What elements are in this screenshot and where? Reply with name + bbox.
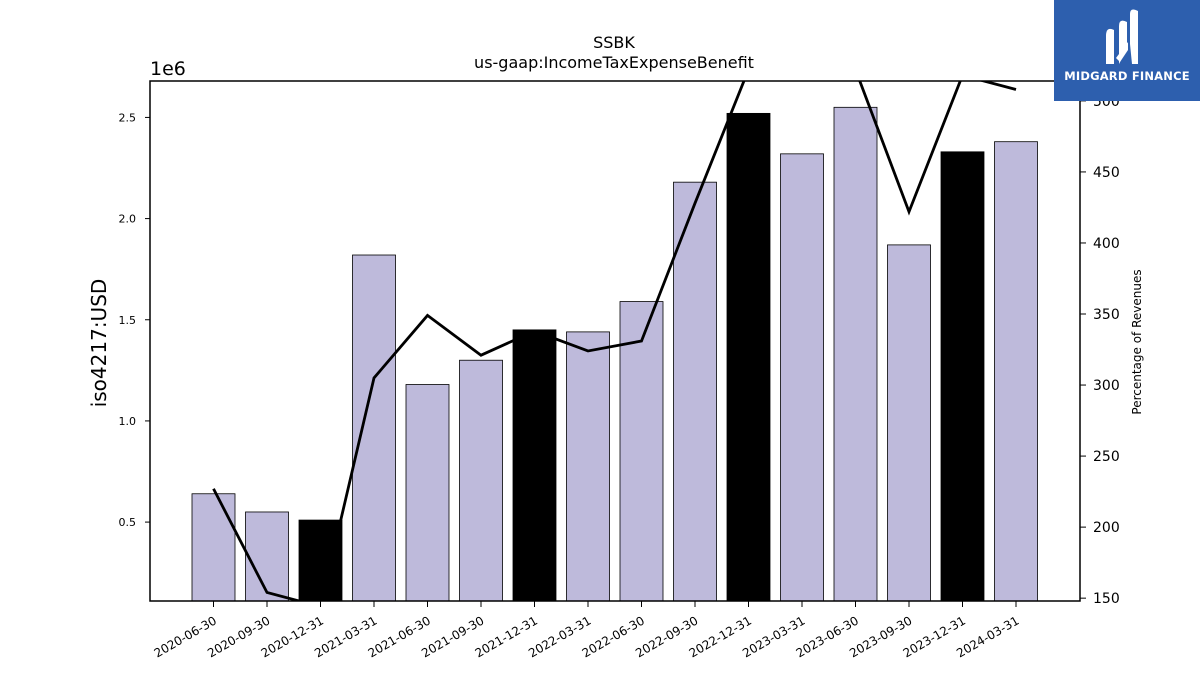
bar-2022-09-30 [673,181,717,601]
y-tick-label: 1.5 [119,314,137,327]
bar-2021-12-31 [512,329,557,601]
bar-2022-03-31 [566,331,610,601]
y-axis-label: iso4217:USD [87,279,111,408]
y2-tick-label: 300 [1093,378,1120,394]
bar-2021-03-31 [352,254,396,601]
y2-tick-label: 400 [1093,236,1120,252]
bar-2022-12-31 [726,112,771,601]
y-offset-label: 1e6 [150,58,186,80]
y-tick-label: 1.0 [119,415,137,428]
y2-tick-label: 200 [1093,520,1120,536]
bar-2021-09-30 [459,359,503,601]
bar-2023-12-31 [940,151,985,601]
bar-2022-06-30 [619,301,664,601]
y-tick-label: 0.5 [119,516,137,529]
y2-axis-label: Percentage of Revenues [1130,269,1144,414]
plot-frame [149,80,1081,602]
y-tick-label: 2.5 [119,111,137,124]
percentage-line [212,81,1017,601]
midgard-finance-logo: MIDGARD FINANCE [1054,0,1200,101]
chart-subtitle: us-gaap:IncomeTaxExpenseBenefit [474,53,754,72]
bar-2020-09-30 [245,511,289,601]
x-axis: 2020-06-302020-09-302020-12-312021-03-31… [152,601,1022,660]
bar-2020-06-30 [191,493,236,601]
bar-2021-06-30 [405,384,450,601]
logo-text: MIDGARD FINANCE [1064,69,1190,83]
logo-mark-icon [1106,9,1138,65]
y-axis: 0.5 1.0 1.5 2.0 2.5 [119,111,150,529]
line-layer [212,81,1017,601]
bar-2020-12-31 [298,519,343,601]
chart-title: SSBK [593,33,635,52]
bar-2023-06-30 [833,106,878,601]
y2-tick-label: 450 [1093,165,1120,181]
y2-tick-label: 350 [1093,307,1120,323]
bar-2023-03-31 [780,153,824,601]
bars [191,106,1038,601]
y2-tick-label: 150 [1093,591,1120,607]
bar-2023-09-30 [887,244,931,601]
y-tick-label: 2.0 [119,213,137,226]
y2-tick-label: 250 [1093,449,1120,465]
bar-2024-03-31 [994,141,1038,601]
